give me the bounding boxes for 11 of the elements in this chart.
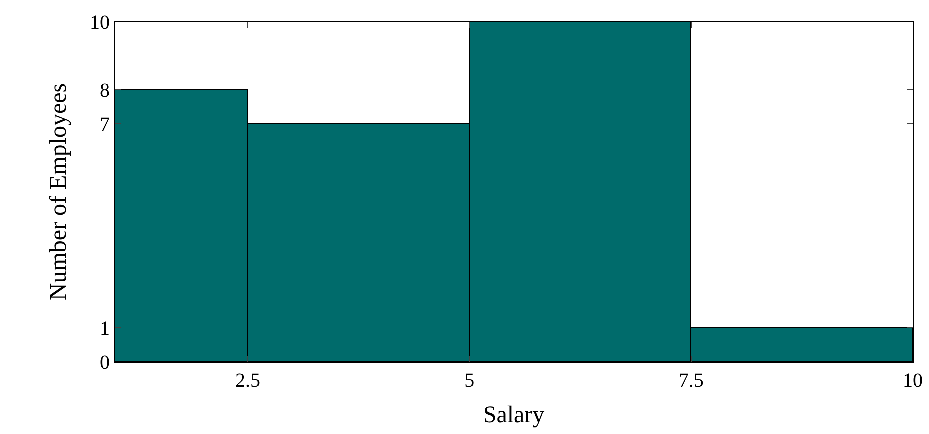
- y-axis-title: Number of Employees: [46, 83, 72, 301]
- y-tick-label: 1: [100, 318, 110, 340]
- x-tick-label: 10: [903, 370, 923, 392]
- y-tick-label: 10: [90, 12, 110, 34]
- x-tick-label: 5: [464, 370, 475, 392]
- x-tick-label: 2.5: [236, 370, 260, 392]
- y-tick-label: 7: [100, 114, 110, 136]
- x-tick-label: 7.5: [678, 370, 704, 392]
- x-axis-title: Salary: [483, 402, 545, 428]
- y-tick-label: 8: [100, 80, 110, 102]
- y-tick-label: 0: [100, 352, 110, 374]
